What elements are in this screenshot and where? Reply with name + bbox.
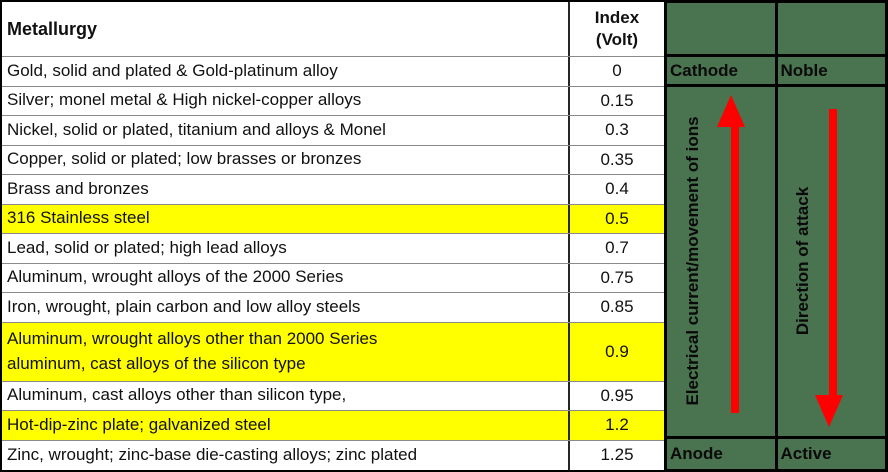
index-cell: 1.2	[568, 411, 664, 440]
index-cell: 0.3	[568, 116, 664, 145]
table-row: Nickel, solid or plated, titanium and al…	[2, 116, 664, 146]
metallurgy-cell: Hot-dip-zinc plate; galvanized steel	[7, 414, 271, 434]
active-label: Active	[780, 444, 832, 463]
empty-cell	[667, 3, 775, 57]
ion-current-body: Electrical current/movement of ions	[667, 87, 775, 439]
index-cell: 0	[568, 57, 664, 86]
table-row: Brass and bronzes 0.4	[2, 175, 664, 205]
attack-direction-body: Direction of attack	[777, 87, 885, 439]
table-row: 316 Stainless steel 0.5	[2, 204, 664, 234]
metallurgy-column-header: Metallurgy	[7, 18, 98, 39]
index-column-header: Index (Volt)	[568, 2, 664, 56]
noble-label: Noble	[777, 57, 885, 87]
metallurgy-cell: Copper, solid or plated; low brasses or …	[7, 149, 362, 169]
index-cell: 0.4	[568, 175, 664, 204]
index-cell: 0.35	[568, 145, 664, 174]
index-cell: 1.25	[568, 440, 664, 470]
metallurgy-cell: Iron, wrought, plain carbon and low allo…	[7, 296, 361, 316]
index-cell: 0.75	[568, 263, 664, 292]
metallurgy-cell: Silver; monel metal & High nickel-copper…	[7, 90, 362, 110]
metallurgy-cell: Brass and bronzes	[7, 178, 149, 198]
index-cell: 0.9	[568, 322, 664, 381]
table-row: Hot-dip-zinc plate; galvanized steel 1.2	[2, 411, 664, 441]
table-row: Aluminum, wrought alloys other than 2000…	[2, 322, 664, 382]
down-arrow-head	[814, 395, 843, 427]
index-cell: 0.15	[568, 86, 664, 115]
metallurgy-cell: Nickel, solid or plated, titanium and al…	[7, 119, 386, 139]
table-row: Aluminum, cast alloys other than silicon…	[2, 381, 664, 411]
table-row: Silver; monel metal & High nickel-copper…	[2, 86, 664, 116]
empty-cell	[777, 3, 885, 57]
metallurgy-cell: Aluminum, cast alloys other than silicon…	[7, 385, 347, 405]
cathode-label: Cathode	[667, 57, 775, 87]
anode-label: Anode	[670, 444, 723, 463]
index-cell: 0.85	[568, 293, 664, 322]
index-cell: 0.5	[568, 204, 664, 233]
attack-direction-column: Noble Direction of attack Active	[774, 3, 885, 469]
index-cell: 0.7	[568, 234, 664, 263]
metallurgy-cell: Zinc, wrought; zinc-base die-casting all…	[7, 444, 418, 464]
index-cell: 0.95	[568, 381, 664, 410]
table-row: Gold, solid and plated & Gold-platinum a…	[2, 57, 664, 87]
table-row: Copper, solid or plated; low brasses or …	[2, 145, 664, 175]
table-row: Iron, wrought, plain carbon and low allo…	[2, 293, 664, 323]
attack-direction-axis-label: Direction of attack	[792, 186, 812, 336]
metallurgy-cell: Lead, solid or plated; high lead alloys	[7, 237, 287, 257]
metallurgy-cell: Aluminum, wrought alloys other than 2000…	[7, 328, 378, 373]
ion-current-column: Cathode Electrical current/movement of i…	[667, 3, 775, 469]
galvanic-annotation-panel: Cathode Electrical current/movement of i…	[664, 0, 888, 472]
metallurgy-cell: Gold, solid and plated & Gold-platinum a…	[7, 60, 338, 80]
galvanic-series-table: Metallurgy Index (Volt) Gold, solid and …	[0, 0, 666, 472]
index-header-line1: Index	[594, 7, 640, 27]
down-arrow-shaft	[828, 109, 837, 399]
ion-current-axis-label: Electrical current/movement of ions	[683, 116, 702, 406]
up-arrow-shaft	[731, 123, 739, 413]
up-arrow-head	[717, 95, 745, 127]
metallurgy-cell: 316 Stainless steel	[7, 208, 150, 228]
table-row: Lead, solid or plated; high lead alloys …	[2, 234, 664, 264]
index-header-line2: (Volt)	[595, 30, 639, 49]
metallurgy-cell: Aluminum, wrought alloys of the 2000 Ser…	[7, 267, 344, 287]
table-row: Zinc, wrought; zinc-base die-casting all…	[2, 440, 664, 470]
header-row: Metallurgy Index (Volt)	[2, 2, 664, 57]
table-row: Aluminum, wrought alloys of the 2000 Ser…	[2, 263, 664, 293]
